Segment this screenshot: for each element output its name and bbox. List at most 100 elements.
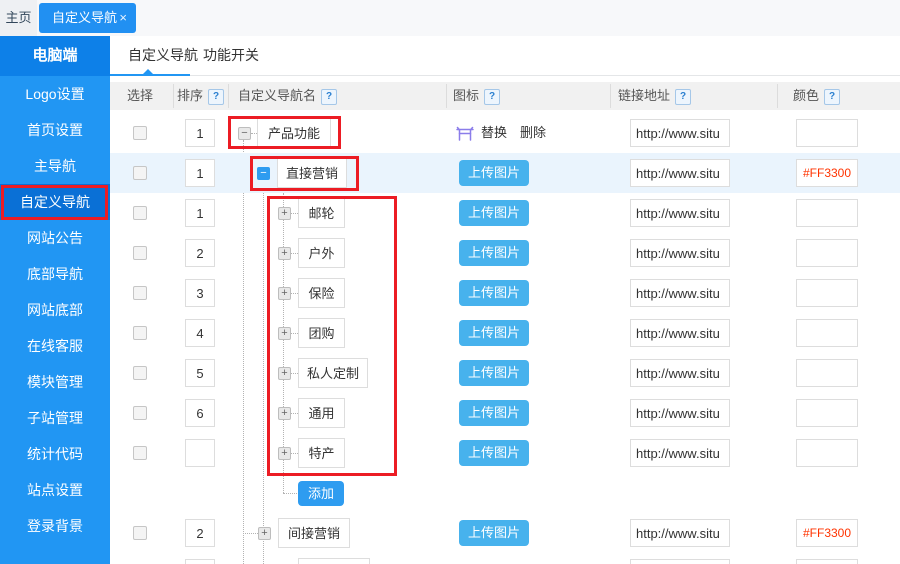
- sidebar-item-module-mgmt[interactable]: 模块管理: [27, 374, 83, 390]
- tree-expand-icon[interactable]: +: [278, 287, 291, 300]
- replace-icon-link[interactable]: 替换: [481, 125, 508, 140]
- color-input[interactable]: [796, 519, 858, 547]
- row-checkbox[interactable]: [133, 406, 147, 420]
- sort-input[interactable]: [185, 199, 215, 227]
- help-icon[interactable]: ?: [824, 89, 841, 105]
- row-checkbox[interactable]: [133, 126, 147, 140]
- link-url-input[interactable]: [630, 399, 730, 427]
- close-icon[interactable]: ×: [119, 10, 127, 25]
- link-url-input[interactable]: [630, 559, 730, 564]
- row-checkbox[interactable]: [133, 326, 147, 340]
- nav-name-box[interactable]: 间接营销: [278, 518, 350, 548]
- color-input[interactable]: [796, 319, 858, 347]
- sort-input[interactable]: [185, 359, 215, 387]
- color-input[interactable]: [796, 559, 858, 564]
- tree-expand-icon[interactable]: +: [278, 247, 291, 260]
- sidebar-item-footer-nav[interactable]: 底部导航: [27, 266, 83, 282]
- color-input[interactable]: [796, 119, 858, 147]
- sort-input[interactable]: [185, 439, 215, 467]
- row-checkbox[interactable]: [133, 166, 147, 180]
- link-url-input[interactable]: [630, 439, 730, 467]
- sort-input[interactable]: [185, 319, 215, 347]
- add-button[interactable]: 添加: [298, 481, 344, 506]
- upload-image-button[interactable]: 上传图片: [459, 160, 529, 186]
- color-input[interactable]: [796, 239, 858, 267]
- sort-input[interactable]: [185, 559, 215, 564]
- link-url-input[interactable]: [630, 199, 730, 227]
- sidebar-item-subsite-mgmt[interactable]: 子站管理: [27, 410, 83, 426]
- upload-image-button[interactable]: 上传图片: [459, 320, 529, 346]
- color-input[interactable]: [796, 399, 858, 427]
- nav-name-box[interactable]: 产品功能: [257, 118, 331, 148]
- sidebar-item-site-footer[interactable]: 网站底部: [27, 302, 83, 318]
- upload-image-button[interactable]: 上传图片: [459, 280, 529, 306]
- tab-feature-switch[interactable]: 功能开关: [203, 47, 259, 63]
- nav-name-box[interactable]: 直接营销: [277, 158, 347, 188]
- sidebar-item-main-nav[interactable]: 主导航: [34, 158, 76, 174]
- row-checkbox[interactable]: [133, 446, 147, 460]
- tree-expand-icon[interactable]: +: [258, 527, 271, 540]
- row-checkbox[interactable]: [133, 526, 147, 540]
- top-tab-bar: 主页 自定义导航 ×: [0, 0, 900, 36]
- tree-expand-icon[interactable]: +: [278, 367, 291, 380]
- color-input[interactable]: [796, 439, 858, 467]
- tree-expand-icon[interactable]: +: [278, 407, 291, 420]
- upload-image-button[interactable]: 上传图片: [459, 200, 529, 226]
- nav-name-box[interactable]: 邮轮: [298, 198, 345, 228]
- nav-name-box[interactable]: 特产: [298, 438, 345, 468]
- row-checkbox[interactable]: [133, 206, 147, 220]
- upload-image-button[interactable]: 上传图片: [459, 360, 529, 386]
- link-url-input[interactable]: [630, 359, 730, 387]
- tab-home[interactable]: 主页: [0, 0, 37, 36]
- nav-name-box[interactable]: 团购: [298, 318, 345, 348]
- sort-input[interactable]: [185, 239, 215, 267]
- sidebar-item-online-service[interactable]: 在线客服: [27, 338, 83, 354]
- sort-input[interactable]: [185, 519, 215, 547]
- tab-custom-nav-panel[interactable]: 自定义导航: [128, 47, 198, 63]
- sidebar-item-site-settings[interactable]: 站点设置: [27, 482, 83, 498]
- color-input[interactable]: [796, 199, 858, 227]
- help-icon[interactable]: ?: [208, 89, 225, 105]
- nav-name-box[interactable]: [298, 558, 370, 564]
- row-checkbox[interactable]: [133, 246, 147, 260]
- upload-image-button[interactable]: 上传图片: [459, 520, 529, 546]
- link-url-input[interactable]: [630, 159, 730, 187]
- sidebar-item-logo-settings[interactable]: Logo设置: [25, 86, 85, 102]
- sort-input[interactable]: [185, 119, 215, 147]
- upload-image-button[interactable]: 上传图片: [459, 440, 529, 466]
- delete-icon-link[interactable]: 删除: [520, 125, 547, 140]
- nav-name-box[interactable]: 通用: [298, 398, 345, 428]
- sidebar-item-home-settings[interactable]: 首页设置: [27, 122, 83, 138]
- help-icon[interactable]: ?: [321, 89, 338, 105]
- tree-collapse-icon[interactable]: −: [257, 167, 270, 180]
- sort-input[interactable]: [185, 279, 215, 307]
- tree-collapse-icon[interactable]: −: [238, 127, 251, 140]
- sort-input[interactable]: [185, 159, 215, 187]
- link-url-input[interactable]: [630, 519, 730, 547]
- help-icon[interactable]: ?: [484, 89, 501, 105]
- link-url-input[interactable]: [630, 239, 730, 267]
- help-icon[interactable]: ?: [675, 89, 692, 105]
- sidebar-item-custom-nav[interactable]: 自定义导航: [0, 184, 110, 220]
- row-checkbox[interactable]: [133, 366, 147, 380]
- nav-name-box[interactable]: 户外: [298, 238, 345, 268]
- nav-name-box[interactable]: 私人定制: [298, 358, 368, 388]
- link-url-input[interactable]: [630, 319, 730, 347]
- upload-image-button[interactable]: 上传图片: [459, 400, 529, 426]
- sidebar-item-stats-code[interactable]: 统计代码: [27, 446, 83, 462]
- upload-image-button[interactable]: 上传图片: [459, 240, 529, 266]
- tree-expand-icon[interactable]: +: [278, 447, 291, 460]
- color-input[interactable]: [796, 159, 858, 187]
- row-checkbox[interactable]: [133, 286, 147, 300]
- color-input[interactable]: [796, 279, 858, 307]
- color-input[interactable]: [796, 359, 858, 387]
- link-url-input[interactable]: [630, 279, 730, 307]
- nav-name-box[interactable]: 保险: [298, 278, 345, 308]
- link-url-input[interactable]: [630, 119, 730, 147]
- tree-expand-icon[interactable]: +: [278, 207, 291, 220]
- tree-expand-icon[interactable]: +: [278, 327, 291, 340]
- sort-input[interactable]: [185, 399, 215, 427]
- tab-custom-nav[interactable]: 自定义导航 ×: [39, 3, 136, 33]
- sidebar-item-login-bg[interactable]: 登录背景: [27, 518, 83, 534]
- sidebar-item-site-notice[interactable]: 网站公告: [27, 230, 83, 246]
